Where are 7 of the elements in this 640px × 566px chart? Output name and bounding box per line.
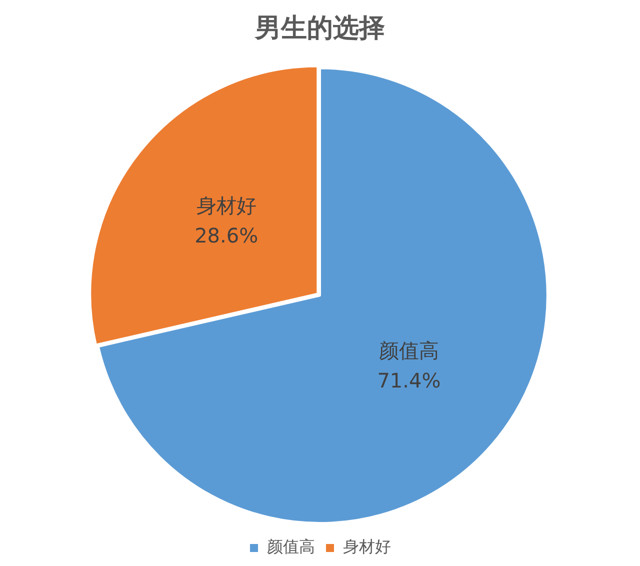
slice-label: 身材好 xyxy=(196,193,256,218)
legend-label: 颜值高 xyxy=(267,537,315,556)
chart-title: 男生的选择 xyxy=(254,13,385,44)
data-label: 28.6% xyxy=(194,223,258,248)
data-label: 71.4% xyxy=(377,368,441,393)
slice-label: 颜值高 xyxy=(378,338,439,363)
legend-label: 身材好 xyxy=(343,537,391,556)
